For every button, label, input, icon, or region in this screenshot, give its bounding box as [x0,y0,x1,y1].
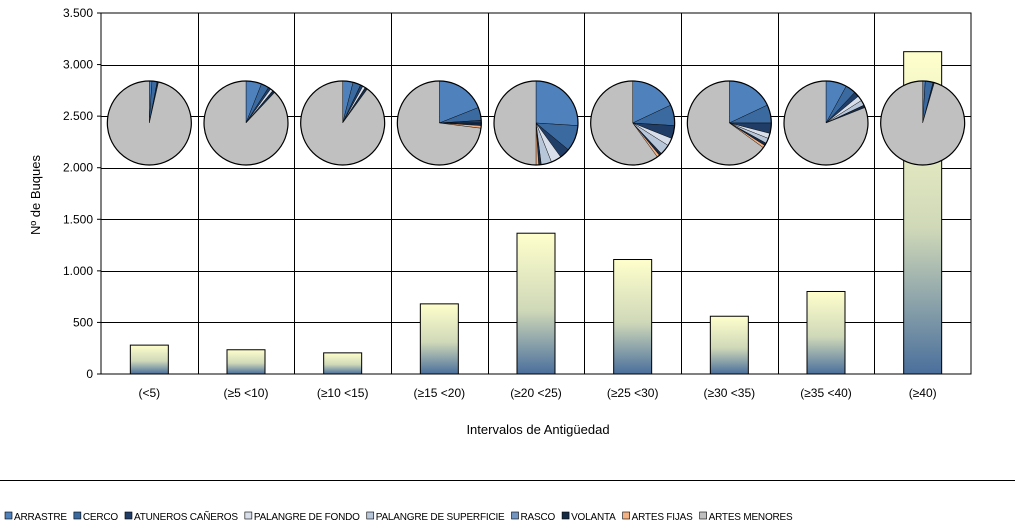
pie-outline [590,80,676,166]
legend-label: CERCO [83,512,119,523]
legend-item: ARTES MENORES [699,511,793,523]
pie-outline [300,80,386,166]
pie-chart [300,80,386,166]
x-tick-label: (≥30 <35) [704,386,756,400]
legend-label: ARTES FIJAS [632,512,693,523]
legend-item: ARTES FIJAS [622,511,693,523]
x-tick-label: (<5) [138,386,160,400]
pie-chart [880,80,966,166]
y-tick-label: 2.500 [63,109,93,123]
legend-label: PALANGRE DE SUPERFICIE [376,512,505,523]
bar [709,315,749,375]
pie-outline [783,80,869,166]
bar [806,290,846,375]
pie-outline [686,80,772,166]
pie-outline [396,80,482,166]
legend-label: RASCO [521,512,556,523]
y-tick-label: 1.000 [63,264,93,278]
bar [323,352,363,375]
x-tick-label: (≥5 <10) [224,386,269,400]
legend-swatch [366,511,375,520]
x-axis-ticks: (<5) (≥5 <10) (≥10 <15) (≥15 <20) (≥20 <25) (… [138,386,936,400]
legend-item: VOLANTA [561,511,616,523]
y-tick-label: 0 [86,367,93,381]
legend-item: ATUNEROS CAÑEROS [124,510,239,523]
legend-item: ARRASTRE [4,511,68,523]
legend-swatch [244,511,253,520]
legend-item: RASCO [511,511,556,523]
x-tick-label: (≥35 <40) [800,386,852,400]
legend-swatch [73,511,82,520]
y-tick-label: 3.000 [63,58,93,72]
legend-label: PALANGRE DE FONDO [254,512,360,523]
x-axis-title: Intervalos de Antigüedad [466,422,609,437]
y-tick-label: 3.500 [63,6,93,20]
pie-chart [493,80,579,166]
x-tick-label: (≥40) [909,386,937,400]
legend-label: ATUNEROS CAÑEROS [134,510,238,523]
x-tick-label: (≥10 <15) [317,386,369,400]
pie-outline [493,80,579,166]
legend-item: PALANGRE DE FONDO [244,511,360,523]
x-tick-label: (≥15 <20) [414,386,466,400]
legend-swatch [622,511,630,520]
pie-outline [880,80,966,166]
bar [613,259,653,375]
bar [516,232,556,375]
legend-swatch [561,511,570,520]
y-tick-label: 500 [73,315,93,329]
legend-label: ARTES MENORES [709,512,793,523]
pie-chart [396,80,482,166]
x-tick-label: (≥20 <25) [510,386,562,400]
pie-charts [106,80,966,166]
bar [226,349,266,375]
legend-item: CERCO [73,511,119,523]
legend-item: PALANGRE DE SUPERFICIE [366,511,505,523]
pie-slice [493,80,537,166]
legend-label: ARRASTRE [14,512,67,523]
pie-chart [783,80,869,166]
pie-chart [686,80,772,166]
legend: ARRASTRE CERCO ATUNEROS CAÑEROS PALANGRE DE… [4,510,793,523]
plot-frame [100,12,972,375]
pie-outline [203,80,289,166]
pie-chart [590,80,676,166]
legend-swatch [4,511,13,520]
legend-label: VOLANTA [571,512,616,523]
bar [129,344,169,375]
bar [419,303,459,375]
y-tick-label: 2.000 [63,161,93,175]
pie-outline [106,80,192,166]
y-tick-label: 1.500 [63,212,93,226]
x-tick-label: (≥25 <30) [607,386,659,400]
pie-chart [106,80,192,166]
pie-slice [535,80,579,126]
legend-swatch [699,511,707,520]
legend-swatch [124,511,133,520]
legend-swatch [511,511,519,520]
pie-chart [203,80,289,166]
y-axis-ticks: 0 500 1.000 1.500 2.000 2.500 3.000 3.500 [63,6,101,381]
y-axis-title: Nº de Buques [28,155,43,235]
